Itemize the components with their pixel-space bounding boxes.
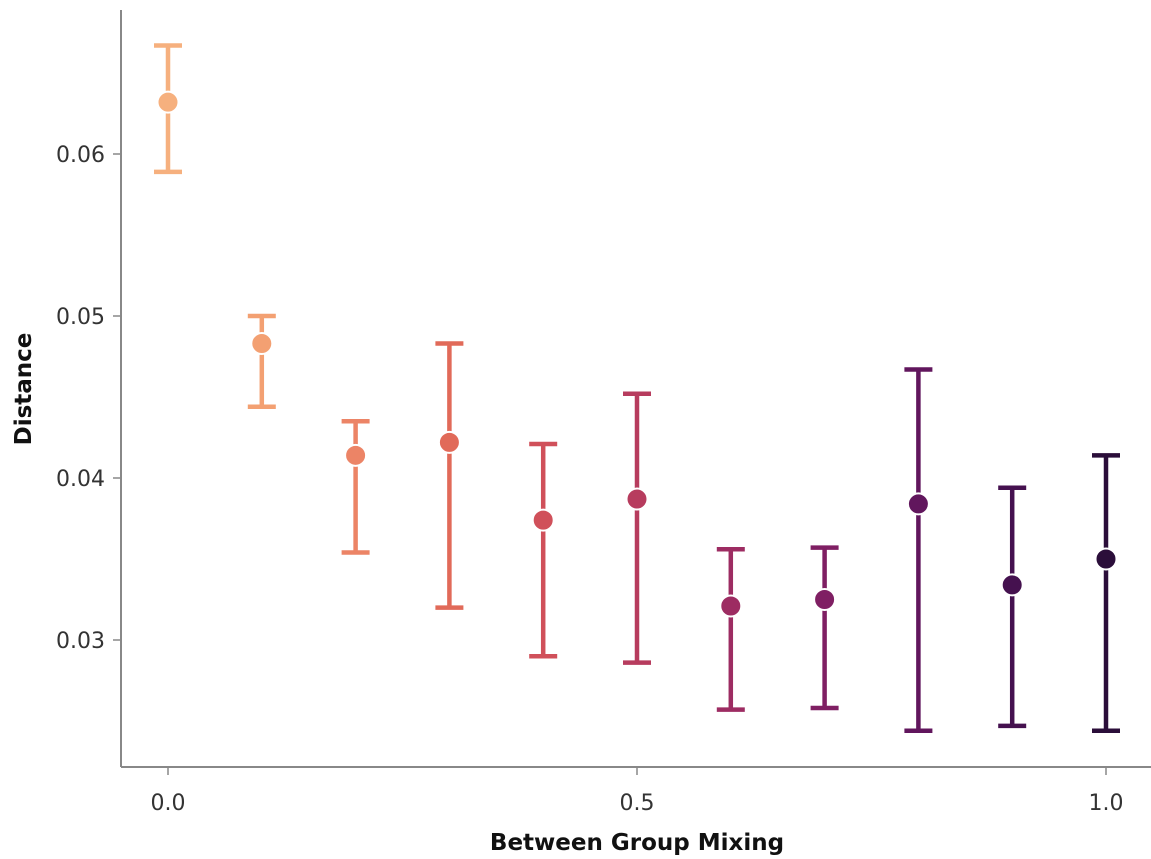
data-point bbox=[437, 430, 461, 454]
data-point bbox=[250, 332, 274, 356]
data-point-group bbox=[529, 441, 558, 659]
data-point-group bbox=[435, 341, 464, 610]
data-point-group bbox=[341, 419, 370, 555]
y-tick-label: 0.04 bbox=[56, 467, 105, 492]
data-point bbox=[344, 443, 368, 467]
data-point bbox=[906, 492, 930, 516]
y-tick-label: 0.03 bbox=[56, 629, 105, 654]
y-tick-label: 0.06 bbox=[56, 143, 105, 168]
x-tick-label: 0.5 bbox=[620, 791, 655, 816]
data-point bbox=[719, 594, 743, 618]
data-point-group bbox=[810, 545, 839, 711]
x-tick-label: 1.0 bbox=[1089, 791, 1124, 816]
y-axis-title: Distance bbox=[11, 333, 37, 446]
data-point bbox=[1000, 573, 1024, 597]
data-point-group bbox=[623, 391, 651, 665]
plot-area bbox=[154, 43, 1120, 733]
data-point bbox=[625, 487, 649, 511]
x-tick-label: 0.0 bbox=[151, 791, 186, 816]
data-point-group bbox=[247, 313, 276, 409]
data-point-group bbox=[1092, 453, 1120, 733]
y-tick-label: 0.05 bbox=[56, 305, 105, 330]
axes bbox=[120, 10, 1151, 768]
data-point-group bbox=[904, 367, 933, 733]
data-point bbox=[813, 588, 837, 611]
data-point-group bbox=[154, 43, 182, 175]
data-point bbox=[156, 90, 180, 114]
data-point-group bbox=[716, 547, 745, 712]
data-point bbox=[1094, 547, 1118, 571]
data-point-group bbox=[998, 485, 1027, 729]
tick-labels: 0.03 0.04 0.05 0.06 0.0 0.5 1.0 bbox=[56, 143, 1123, 816]
data-point bbox=[531, 508, 555, 532]
x-axis-title: Between Group Mixing bbox=[490, 830, 784, 856]
